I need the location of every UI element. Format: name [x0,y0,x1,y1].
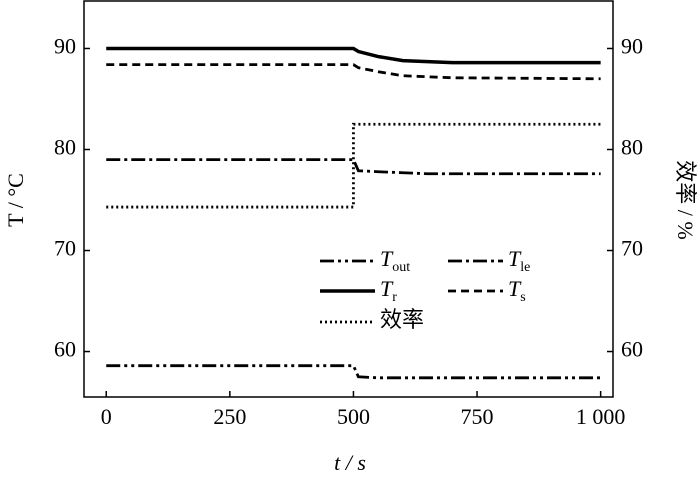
y2-tick-label: 90 [621,34,643,59]
series-line [106,46,601,65]
series-line [106,158,601,176]
y-tick-label: 80 [54,135,76,160]
legend-name: T [508,246,522,271]
y-tick-label: 70 [54,236,76,261]
legend-label: Ts [508,276,526,305]
x-tick-label: 0 [101,404,112,429]
y-axis-label: T / °C [3,173,28,227]
legend-label: Tr [380,276,397,305]
legend-label: 效率 [380,307,424,332]
legend-label: Tle [508,246,530,275]
series-line [106,122,601,209]
plot-frame [83,0,614,398]
legend-label: Tout [380,246,410,275]
legend-name: 效率 [380,307,424,332]
legend-subscript: le [520,260,530,275]
x-tick-label: 500 [337,404,370,429]
y-tick-label: 90 [54,34,76,59]
y2-tick-label: 70 [621,236,643,261]
y2-axis-label: 效率 / % [673,160,698,239]
series-line [106,364,601,380]
x-axis-label: t / s [334,450,366,475]
legend-subscript: out [392,260,410,275]
x-tick-label: 1 000 [576,404,626,429]
y2-tick-label: 80 [621,135,643,160]
x-tick-label: 750 [461,404,494,429]
series-line [106,63,601,81]
legend-name: T [380,276,394,301]
legend-name: T [508,276,522,301]
legend-subscript: r [392,290,397,305]
legend-name: T [380,246,394,271]
x-tick-label: 250 [213,404,246,429]
legend-subscript: s [520,290,525,305]
y-tick-label: 60 [54,337,76,362]
y2-tick-label: 60 [621,337,643,362]
